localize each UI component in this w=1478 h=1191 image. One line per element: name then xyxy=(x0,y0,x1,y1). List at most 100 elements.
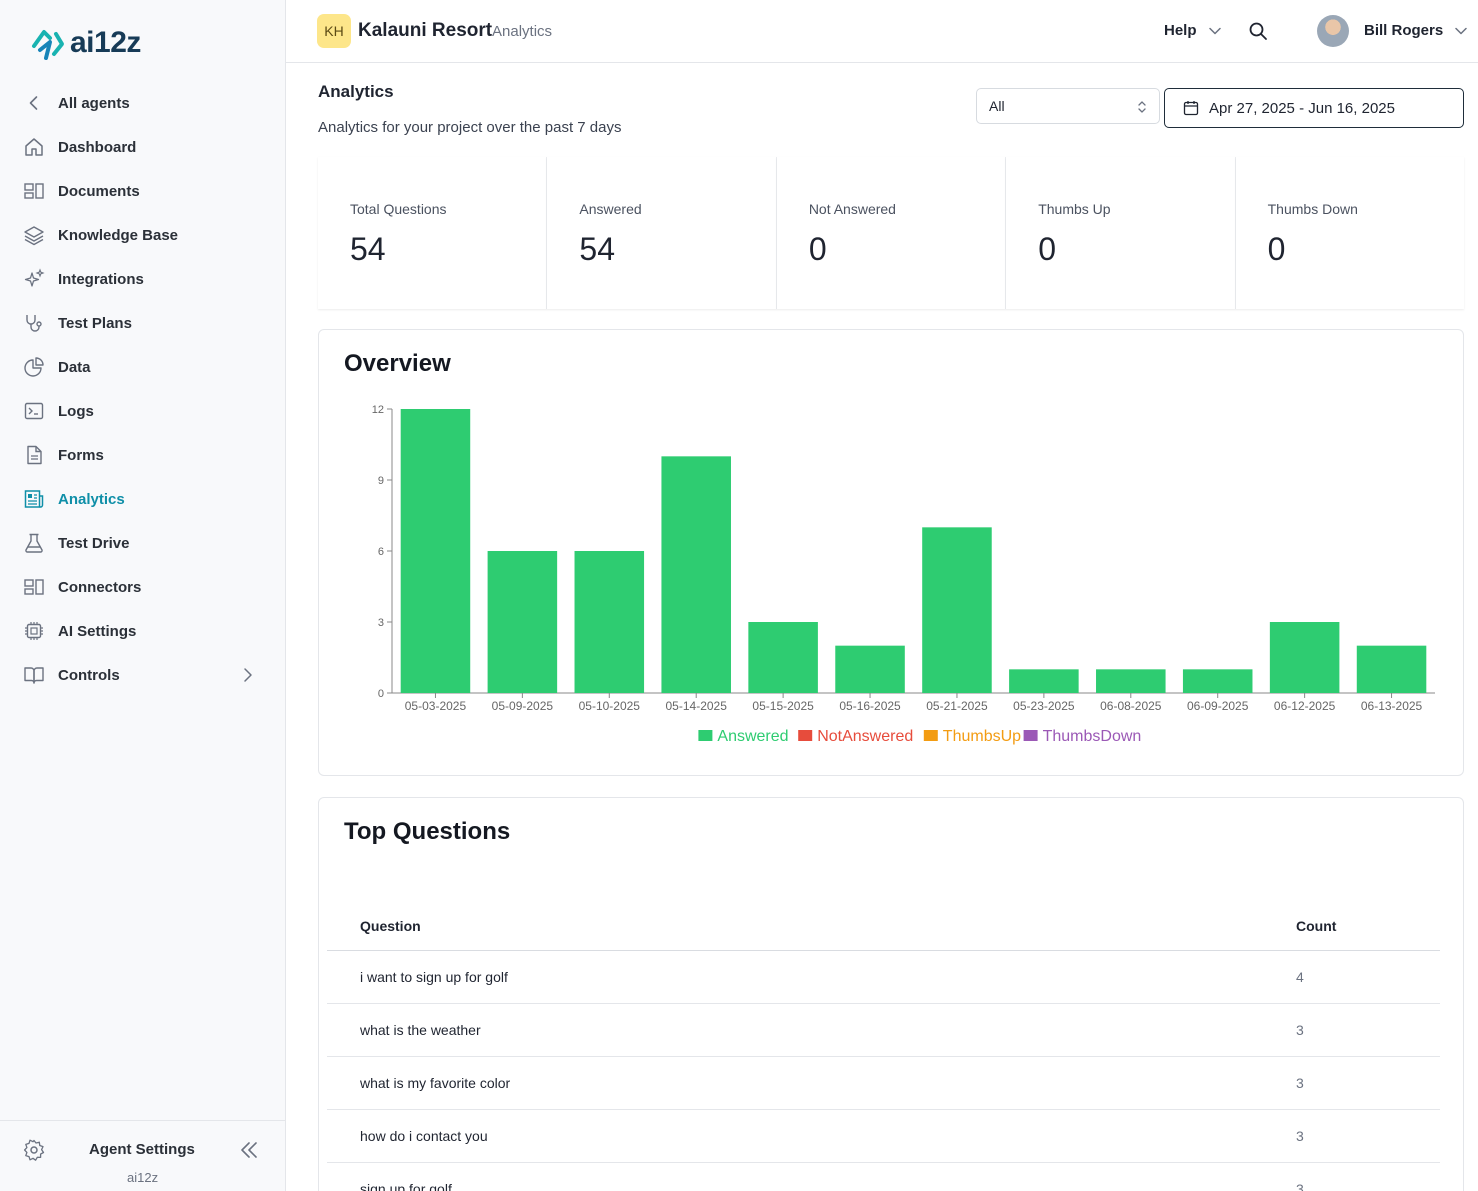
bar xyxy=(922,527,992,693)
cpu-icon xyxy=(22,619,46,643)
column-header-question[interactable]: Question xyxy=(360,918,421,934)
stat-value: 0 xyxy=(808,231,827,267)
sidebar-nav: All agents Dashboard Documents Knowledge… xyxy=(0,81,285,697)
overview-card: Overview 0 3 6 9 12 05-03-2025 05-09-2025 05-10… xyxy=(318,329,1464,776)
table-row[interactable]: what is my favorite color 3 xyxy=(327,1057,1440,1110)
avatar[interactable] xyxy=(1317,15,1349,47)
sidebar-item-documents[interactable]: Documents xyxy=(0,169,285,213)
sidebar-item-label: Connectors xyxy=(58,578,142,596)
column-header-count[interactable]: Count xyxy=(1296,918,1337,934)
search-icon[interactable] xyxy=(1248,21,1268,46)
flask-icon xyxy=(22,531,46,555)
file-text-icon xyxy=(22,443,46,467)
filter-select[interactable]: All xyxy=(976,88,1160,124)
stethoscope-icon xyxy=(22,311,46,335)
y-tick-label: 0 xyxy=(378,688,384,700)
sidebar-item-connectors[interactable]: Connectors xyxy=(0,565,285,609)
bar xyxy=(1356,645,1427,693)
x-tick-label: 05-16-2025 xyxy=(839,699,901,713)
question-cell: sign up for golf xyxy=(360,1181,452,1191)
sidebar-item-label: Documents xyxy=(58,182,140,200)
date-range-value: Apr 27, 2025 - Jun 16, 2025 xyxy=(1209,99,1395,117)
chevron-down-icon xyxy=(1208,27,1221,34)
count-cell: 4 xyxy=(1296,969,1304,985)
stat-not-answered: Not Answered 0 xyxy=(776,157,1007,309)
question-cell: i want to sign up for golf xyxy=(360,969,508,985)
stat-value: 54 xyxy=(579,231,615,267)
sidebar-item-controls[interactable]: Controls xyxy=(0,653,285,697)
stats-row: Total Questions 54 Answered 54 Not Answe… xyxy=(318,157,1465,309)
sidebar-item-label: Knowledge Base xyxy=(58,226,179,244)
overview-chart: 0 3 6 9 12 05-03-2025 05-09-2025 05-10-2025 05-1… xyxy=(372,404,1435,745)
sidebar-footer: Agent Settings ai12z xyxy=(0,1120,285,1191)
legend-swatch xyxy=(1023,730,1038,741)
sidebar-item-ai-settings[interactable]: AI Settings xyxy=(0,609,285,653)
breadcrumb: Analytics xyxy=(492,23,553,40)
x-tick-label: 06-09-2025 xyxy=(1187,699,1249,713)
bar xyxy=(835,645,905,693)
project-name[interactable]: Kalauni Resort xyxy=(358,20,493,41)
sidebar-item-test-drive[interactable]: Test Drive xyxy=(0,521,285,565)
gear-icon[interactable] xyxy=(22,1138,46,1167)
y-tick-label: 9 xyxy=(378,475,384,487)
table-row[interactable]: i want to sign up for golf 4 xyxy=(327,951,1440,1004)
sidebar-item-integrations[interactable]: Integrations xyxy=(0,257,285,301)
legend-swatch xyxy=(798,730,813,741)
table-row[interactable]: what is the weather 3 xyxy=(327,1004,1440,1057)
y-tick-label: 3 xyxy=(378,617,384,629)
question-cell: how do i contact you xyxy=(360,1128,488,1144)
bar xyxy=(661,456,731,693)
chevron-right-icon[interactable] xyxy=(239,665,257,690)
sidebar-item-data[interactable]: Data xyxy=(0,345,285,389)
sidebar-item-all-agents[interactable]: All agents xyxy=(0,81,285,125)
sidebar-item-logs[interactable]: Logs xyxy=(0,389,285,433)
sidebar-item-analytics[interactable]: Analytics xyxy=(0,477,285,521)
sidebar-item-label: Test Drive xyxy=(58,534,130,552)
table-row[interactable]: sign up for golf 3 xyxy=(327,1163,1440,1191)
stat-label: Not Answered xyxy=(808,201,896,217)
stat-thumbs-down: Thumbs Down 0 xyxy=(1235,157,1465,309)
bar xyxy=(1269,622,1340,693)
top-questions-card: Top Questions Question Count i want to s… xyxy=(318,797,1464,1191)
sidebar-item-label: Forms xyxy=(58,446,104,464)
brand-logo[interactable]: ai12z xyxy=(28,24,141,62)
bar xyxy=(574,551,645,693)
sidebar-item-dashboard[interactable]: Dashboard xyxy=(0,125,285,169)
bar xyxy=(400,409,471,693)
help-menu[interactable]: Help xyxy=(1164,22,1221,39)
collapse-sidebar-icon[interactable] xyxy=(238,1139,260,1166)
date-range-picker[interactable]: Apr 27, 2025 - Jun 16, 2025 xyxy=(1164,88,1464,128)
terminal-icon xyxy=(22,399,46,423)
chevron-down-icon xyxy=(1455,27,1467,34)
sidebar-item-label: Analytics xyxy=(58,490,125,508)
chevron-left-icon xyxy=(22,91,46,115)
sidebar-item-knowledge-base[interactable]: Knowledge Base xyxy=(0,213,285,257)
x-tick-label: 05-09-2025 xyxy=(492,699,554,713)
legend-label: ThumbsUp xyxy=(943,728,1021,745)
stat-value: 54 xyxy=(350,231,386,267)
book-icon xyxy=(22,663,46,687)
user-menu[interactable]: Bill Rogers xyxy=(1364,22,1467,39)
sidebar-item-label: AI Settings xyxy=(58,622,137,640)
count-cell: 3 xyxy=(1296,1181,1304,1191)
question-cell: what is my favorite color xyxy=(360,1075,511,1091)
table-row[interactable]: how do i contact you 3 xyxy=(327,1110,1440,1163)
stat-value: 0 xyxy=(1038,231,1057,267)
count-cell: 3 xyxy=(1296,1075,1304,1091)
x-tick-label: 05-03-2025 xyxy=(405,699,467,713)
stat-label: Thumbs Down xyxy=(1267,201,1358,217)
sidebar-item-label: Logs xyxy=(58,402,94,420)
user-name: Bill Rogers xyxy=(1364,22,1444,39)
sidebar-item-forms[interactable]: Forms xyxy=(0,433,285,477)
sidebar-item-label: Integrations xyxy=(58,270,144,288)
y-tick-label: 6 xyxy=(378,546,384,558)
x-tick-label: 06-12-2025 xyxy=(1274,699,1336,713)
bar xyxy=(748,622,818,693)
sidebar-item-test-plans[interactable]: Test Plans xyxy=(0,301,285,345)
stat-answered: Answered 54 xyxy=(547,157,777,309)
sidebar: ai12z All agents Dashboard Documents Kno… xyxy=(0,0,286,1191)
agent-settings-button[interactable]: Agent Settings xyxy=(89,1141,195,1158)
sidebar-item-label: Dashboard xyxy=(58,138,137,156)
filter-select-value: All xyxy=(989,98,1005,114)
x-tick-label: 05-23-2025 xyxy=(1013,699,1075,713)
